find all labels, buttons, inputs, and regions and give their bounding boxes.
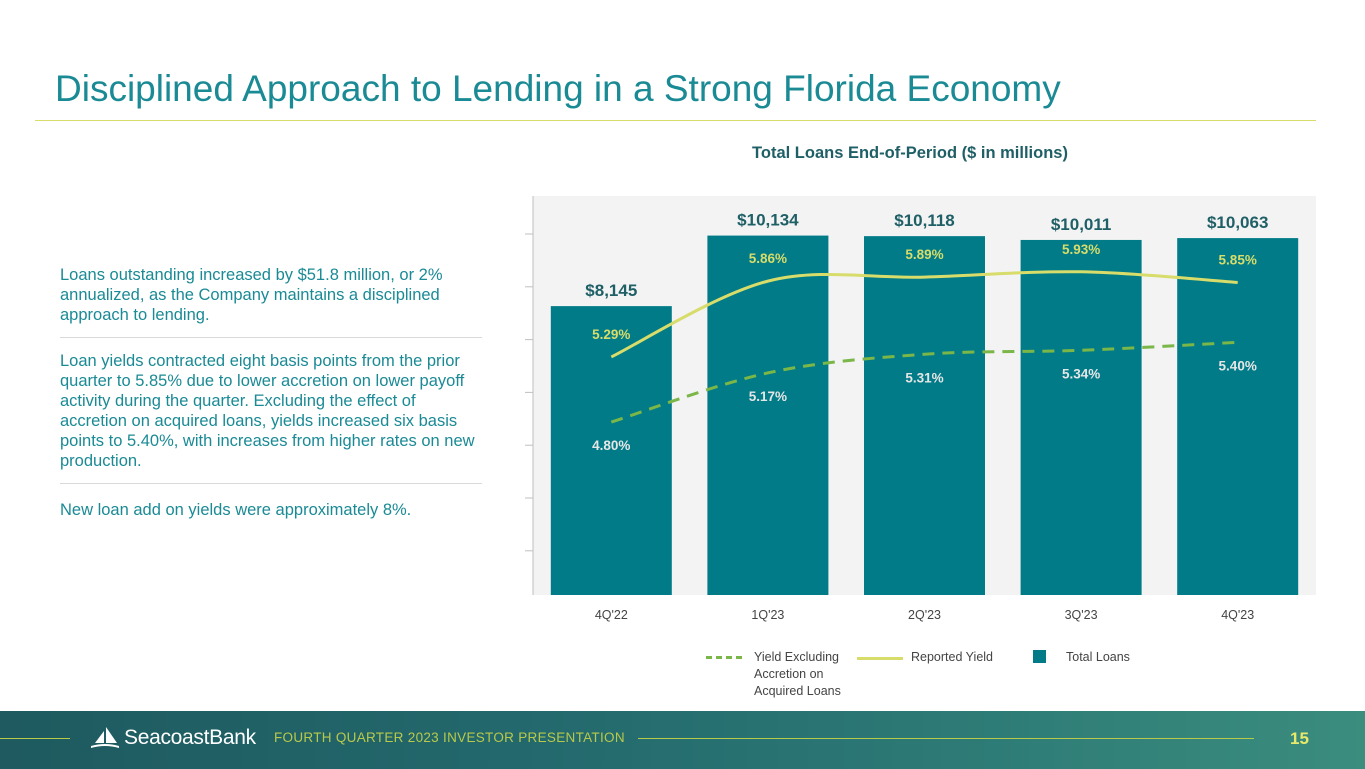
reported-yield-label: 5.93%: [1062, 242, 1100, 257]
x-tick-label: 2Q'23: [908, 608, 941, 622]
legend-total-loans-swatch: [1033, 650, 1046, 663]
reported-yield-label: 5.29%: [592, 327, 630, 342]
legend-reported-yield-label: Reported Yield: [911, 650, 994, 664]
bar-total-loans: [864, 236, 985, 596]
yield-ex-accretion-label: 5.17%: [749, 389, 787, 404]
yield-ex-accretion-label: 5.40%: [1219, 358, 1257, 373]
x-tick-label: 4Q'22: [595, 608, 628, 622]
sail-icon: [91, 727, 119, 748]
bar-total-loans: [550, 306, 672, 595]
footer-rule-left: [0, 738, 70, 739]
bullet-loans-outstanding: Loans outstanding increased by $51.8 mil…: [60, 266, 443, 324]
bullet-new-loan-yields: New loan add on yields were approximatel…: [60, 483, 482, 532]
page-title: Disciplined Approach to Lending in a Str…: [55, 68, 1061, 109]
bar-value-label: $10,011: [1051, 215, 1112, 234]
legend-yield-ex-line2: Accretion on: [754, 667, 824, 681]
bar-value-label: $10,063: [1207, 213, 1268, 232]
legend-reported-yield-swatch: [857, 657, 903, 660]
bar-value-label: $10,134: [737, 211, 799, 230]
chart-title: Total Loans End-of-Period ($ in millions…: [752, 144, 1068, 162]
page-number: 15: [1290, 729, 1309, 748]
reported-yield-label: 5.85%: [1219, 252, 1257, 267]
line-yield-ex-accretion: [610, 340, 1238, 424]
bar-total-loans: [1020, 239, 1142, 595]
footer-bar: [0, 711, 1365, 769]
bullet-loan-yields: Loan yields contracted eight basis point…: [60, 337, 482, 483]
bar-value-label: $8,145: [585, 281, 637, 300]
line-reported-yield: [610, 270, 1238, 359]
yield-ex-accretion-label: 4.80%: [592, 438, 630, 453]
legend-yield-ex-swatch: [706, 656, 742, 659]
x-tick-label: 3Q'23: [1065, 608, 1098, 622]
bar-value-label: $10,118: [894, 211, 955, 230]
commentary-panel: Loans outstanding increased by $51.8 mil…: [60, 265, 482, 532]
x-tick-label: 4Q'23: [1221, 608, 1254, 622]
yield-ex-accretion-label: 5.31%: [905, 370, 943, 385]
legend-yield-ex-line1: Yield Excluding: [754, 650, 840, 664]
bar-total-loans: [1177, 238, 1299, 595]
footer-presentation-label: FOURTH QUARTER 2023 INVESTOR PRESENTATIO…: [274, 730, 625, 745]
legend-total-loans-label: Total Loans: [1066, 650, 1130, 664]
title-divider: [35, 120, 1316, 121]
bar-total-loans: [707, 235, 829, 595]
logo-text: SeacoastBank: [124, 726, 256, 749]
footer-rule-right: [638, 738, 1254, 739]
yield-ex-accretion-label: 5.34%: [1062, 366, 1100, 381]
x-tick-label: 1Q'23: [751, 608, 784, 622]
reported-yield-label: 5.86%: [749, 251, 787, 266]
seacoast-logo: SeacoastBank: [90, 723, 256, 753]
legend-yield-ex-line3: Acquired Loans: [754, 684, 841, 698]
legend-yield-ex-label: Yield Excluding Accretion on Acquired Lo…: [754, 649, 841, 700]
reported-yield-label: 5.89%: [905, 247, 943, 262]
